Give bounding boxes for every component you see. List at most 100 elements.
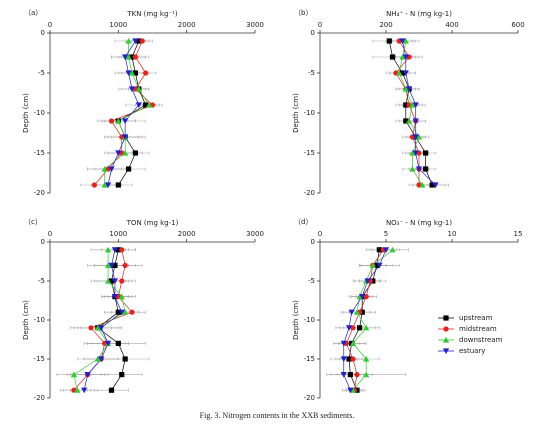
marker xyxy=(403,118,409,124)
marker xyxy=(402,54,409,61)
marker xyxy=(423,166,429,172)
marker xyxy=(129,54,135,60)
marker xyxy=(70,371,78,378)
marker xyxy=(399,53,406,60)
y-axis-label: Depth (cm) xyxy=(292,93,300,133)
marker xyxy=(135,102,142,109)
marker xyxy=(94,355,101,362)
marker xyxy=(382,247,390,253)
y-tick-label: 0 xyxy=(41,238,45,246)
caption: Fig. 3. Nitrogen contents in the XXB sed… xyxy=(200,411,355,420)
marker xyxy=(122,149,129,156)
marker xyxy=(104,340,112,347)
y-tick-label: 0 xyxy=(41,29,45,37)
marker xyxy=(132,38,139,45)
x-tick-label: 10 xyxy=(448,230,457,238)
marker xyxy=(104,246,112,253)
y-axis-label: Depth (cm) xyxy=(22,300,30,340)
x-tick-label: 200 xyxy=(379,21,392,29)
y-tick-label: -20 xyxy=(34,394,45,402)
marker xyxy=(402,70,409,77)
legend-label: estuary xyxy=(459,347,485,355)
marker xyxy=(111,294,119,300)
marker xyxy=(118,293,125,300)
series-line xyxy=(73,249,126,391)
marker xyxy=(143,102,149,108)
marker xyxy=(119,247,125,253)
marker xyxy=(374,262,380,268)
panel-label: （c） xyxy=(24,218,42,226)
series-line xyxy=(395,40,420,185)
marker xyxy=(389,246,396,253)
marker xyxy=(115,309,121,315)
y-tick-label: -20 xyxy=(304,189,315,197)
x-tick-label: 5 xyxy=(384,230,388,238)
marker xyxy=(412,102,419,109)
marker xyxy=(353,309,361,315)
marker xyxy=(132,54,139,60)
marker xyxy=(108,387,115,393)
series-line xyxy=(388,40,433,186)
y-tick-label: 0 xyxy=(311,29,315,37)
chart-title: TKN (mg kg⁻¹) xyxy=(126,10,178,18)
marker xyxy=(115,247,121,253)
marker xyxy=(442,348,450,355)
marker xyxy=(145,101,153,108)
marker xyxy=(415,133,423,140)
x-tick-label: 1000 xyxy=(109,21,127,29)
y-tick-label: -5 xyxy=(38,277,45,285)
series-line xyxy=(346,249,384,391)
y-tick-label: -5 xyxy=(308,277,315,285)
marker xyxy=(429,182,435,188)
x-tick-label: 0 xyxy=(48,21,52,29)
panel-label: （b） xyxy=(294,9,312,17)
legend-label: midstream xyxy=(459,325,497,333)
series-line xyxy=(402,40,436,186)
marker xyxy=(348,309,355,316)
marker xyxy=(115,182,121,188)
marker xyxy=(432,182,439,189)
series-line xyxy=(104,41,150,185)
marker xyxy=(346,356,352,362)
panel-label: （a） xyxy=(24,9,42,17)
marker xyxy=(363,355,370,362)
marker xyxy=(112,262,118,268)
marker xyxy=(412,118,419,125)
marker xyxy=(139,38,145,44)
x-tick-label: 2000 xyxy=(178,230,196,238)
marker xyxy=(122,54,129,61)
legend-label: downstream xyxy=(459,336,503,344)
marker xyxy=(415,166,423,173)
marker xyxy=(101,181,108,188)
marker xyxy=(396,69,403,76)
marker xyxy=(406,117,413,124)
marker xyxy=(370,278,376,284)
marker xyxy=(412,150,419,157)
marker xyxy=(136,38,142,44)
y-tick-label: -15 xyxy=(34,355,45,363)
marker xyxy=(350,325,356,331)
marker xyxy=(111,278,119,285)
marker xyxy=(345,325,353,331)
y-tick-label: -15 xyxy=(304,149,315,157)
x-tick-label: 1000 xyxy=(109,230,127,238)
marker xyxy=(125,70,132,77)
marker xyxy=(412,134,419,141)
marker xyxy=(122,134,129,141)
marker xyxy=(104,182,112,189)
marker xyxy=(376,247,382,253)
marker xyxy=(419,181,426,188)
marker xyxy=(108,166,115,173)
legend-label: upstream xyxy=(459,314,493,322)
marker xyxy=(399,70,406,76)
marker xyxy=(386,38,392,44)
marker xyxy=(98,356,105,363)
marker xyxy=(359,309,365,315)
marker xyxy=(363,294,369,300)
x-tick-label: 2000 xyxy=(178,21,196,29)
marker xyxy=(104,277,112,284)
series-line xyxy=(398,40,423,186)
marker xyxy=(108,278,115,284)
marker xyxy=(443,326,449,332)
